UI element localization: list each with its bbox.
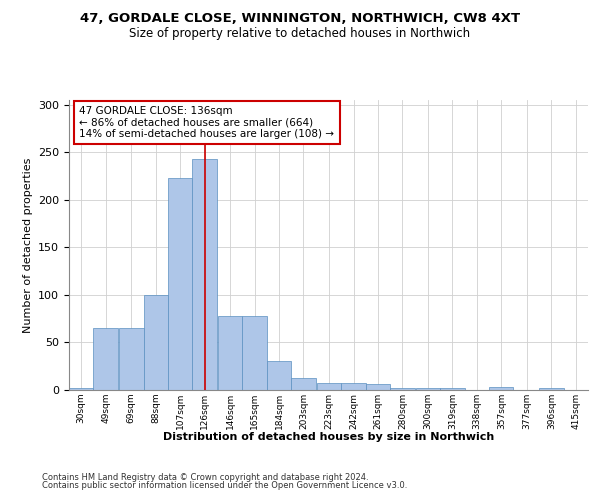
Y-axis label: Number of detached properties: Number of detached properties (23, 158, 32, 332)
Bar (94, 328, 118, 390)
Bar (539, 388, 563, 390)
Bar (193, 159, 217, 390)
Bar (416, 388, 440, 390)
Bar (489, 387, 514, 390)
Bar (69, 388, 94, 390)
Bar (143, 295, 168, 390)
Bar (119, 328, 143, 390)
Bar (291, 378, 316, 390)
Text: 47, GORDALE CLOSE, WINNINGTON, NORTHWICH, CW8 4XT: 47, GORDALE CLOSE, WINNINGTON, NORTHWICH… (80, 12, 520, 26)
Bar (366, 384, 390, 390)
Text: Size of property relative to detached houses in Northwich: Size of property relative to detached ho… (130, 28, 470, 40)
Bar (267, 362, 291, 390)
Text: Contains HM Land Registry data © Crown copyright and database right 2024.: Contains HM Land Registry data © Crown c… (42, 472, 368, 482)
Bar (341, 384, 366, 390)
Text: Distribution of detached houses by size in Northwich: Distribution of detached houses by size … (163, 432, 494, 442)
Bar (317, 384, 341, 390)
Bar (242, 316, 267, 390)
Bar (440, 388, 464, 390)
Bar (168, 178, 193, 390)
Text: 47 GORDALE CLOSE: 136sqm
← 86% of detached houses are smaller (664)
14% of semi-: 47 GORDALE CLOSE: 136sqm ← 86% of detach… (79, 106, 334, 139)
Bar (218, 316, 242, 390)
Text: Contains public sector information licensed under the Open Government Licence v3: Contains public sector information licen… (42, 481, 407, 490)
Bar (390, 388, 415, 390)
